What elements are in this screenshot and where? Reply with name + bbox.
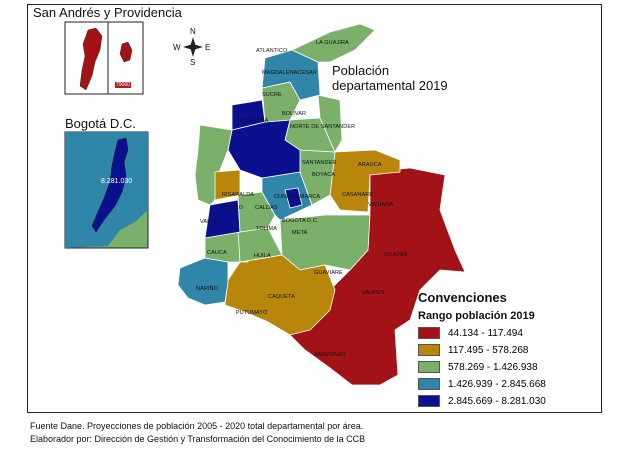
legend-label: 578.269 - 1.426.938	[448, 361, 538, 373]
footer-source: Fuente Dane. Proyecciones de población 2…	[30, 421, 364, 431]
legend-subtitle: Rango población 2019	[418, 310, 535, 322]
legend-item: 117.495 - 578.268	[418, 343, 528, 357]
dept-narino: NARIÑO	[196, 286, 218, 292]
legend-label: 44.134 - 117.494	[448, 327, 523, 339]
compass-n: N	[190, 27, 196, 36]
legend-item: 1.426.939 - 2.845.668	[418, 377, 546, 391]
dept-arauca: ARAUCA	[358, 162, 382, 168]
dept-amazonas: AMAZONAS	[314, 352, 346, 358]
region-choco	[194, 124, 233, 206]
dept-bolivar: BOLIVAR	[282, 111, 307, 117]
legend-swatch	[418, 395, 440, 407]
dept-cordoba: CORDOBA	[240, 118, 269, 124]
dept-atlantico: ATLANTICO	[256, 48, 288, 54]
dept-santander: SANTANDER	[302, 160, 337, 166]
compass-w: W	[173, 43, 181, 52]
region-casanare-arauca	[329, 149, 401, 213]
compass-icon	[183, 37, 203, 57]
san-andres-island	[79, 27, 103, 91]
san-andres-inset	[64, 21, 144, 95]
legend-label: 117.495 - 578.268	[448, 344, 529, 356]
dept-cauca: CAUCA	[207, 250, 227, 256]
dept-risaralda: RISARALDA	[222, 192, 255, 198]
legend-label: 2.845.669 - 8.281.030	[448, 395, 546, 407]
legend-swatch	[418, 361, 440, 373]
san-andres-title: San Andrés y Providencia	[33, 5, 182, 20]
dept-boyaca: BOYACA	[312, 172, 336, 178]
dept-caldas: CALDAS	[255, 205, 278, 211]
dept-valle: VALLE	[200, 219, 218, 225]
legend-label: 1.426.939 - 2.845.668	[448, 378, 546, 390]
map-title-line1: Población	[332, 63, 390, 78]
footer-author: Elaborador por: Dirección de Gestión y T…	[30, 434, 366, 444]
dept-caqueta: CAQUETA	[268, 294, 295, 300]
legend-swatch	[418, 327, 440, 339]
region-narino	[177, 257, 229, 306]
region-bogota	[284, 187, 303, 209]
dept-magdalena-cesar: MAGDALENACESAR	[262, 70, 317, 76]
legend-item: 578.269 - 1.426.938	[418, 360, 538, 374]
dept-meta: META	[292, 230, 308, 236]
dept-vaupes: VAUPES	[362, 290, 385, 296]
dept-guaviare: GUAVIARE	[314, 270, 343, 276]
legend-swatch	[418, 344, 440, 356]
legend-title: Convenciones	[418, 290, 507, 305]
bogota-value: 8.281.030	[101, 178, 133, 185]
dept-bogota: BOGOTA D.C.	[282, 218, 319, 224]
region-tolima	[237, 191, 276, 233]
region-risaralda-caldas	[214, 169, 241, 201]
providencia-island	[119, 41, 133, 63]
bogota-shape	[91, 137, 129, 233]
legend-swatch	[418, 378, 440, 390]
dept-la-guajira: LA GUAJIRA	[316, 40, 349, 46]
compass-e: E	[205, 43, 211, 52]
dept-putumayo: PUTUMAYO	[236, 310, 268, 316]
legend-item: 2.845.669 - 8.281.030	[418, 394, 546, 408]
dept-tolima: TOLIMA	[256, 226, 277, 232]
map-title-line2: departamental 2019	[332, 78, 448, 93]
bogota-title: Bogotá D.C.	[65, 116, 136, 131]
dept-cundinamarca: CUNDINAMARCA	[274, 194, 321, 200]
dept-sucre: SUCRE	[262, 92, 282, 98]
region-caqueta-putumayo	[224, 254, 336, 336]
region-amazonas-vichada-guainia	[289, 167, 466, 386]
san-andres-value: 79060	[115, 82, 131, 88]
dept-casanare: CASANARE	[342, 192, 374, 198]
region-norte-santander	[317, 94, 343, 153]
dept-choco: CHOCO	[222, 205, 243, 211]
dept-norte-santander: NORTE DE SANTANDER	[290, 124, 356, 130]
colombia-map	[177, 23, 466, 386]
dept-guainia: GUAINIA	[384, 252, 408, 258]
compass-s: S	[190, 58, 196, 67]
dept-vichada: VICHADA	[368, 202, 394, 208]
legend-item: 44.134 - 117.494	[418, 326, 523, 340]
region-la-guajira	[291, 23, 376, 63]
dept-huila: HUILA	[254, 253, 271, 259]
